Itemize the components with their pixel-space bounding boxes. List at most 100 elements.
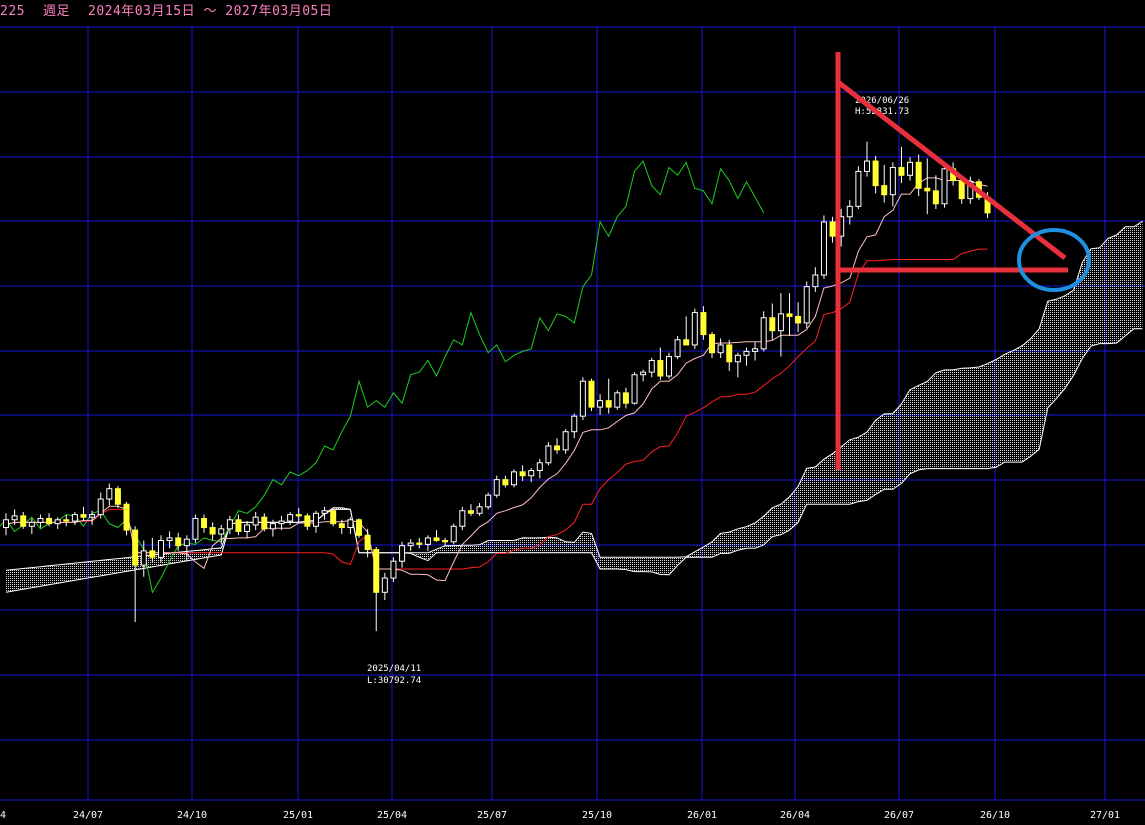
tenkan-line bbox=[5, 177, 988, 582]
candle-up-93 bbox=[803, 286, 810, 324]
candle-down-92 bbox=[795, 315, 802, 324]
x-tick-26/07: 26/07 bbox=[884, 810, 914, 821]
annotation-date: 2026/06/26 bbox=[855, 96, 909, 106]
candle-down-51 bbox=[442, 539, 449, 543]
x-tick-26/04: 26/04 bbox=[780, 810, 810, 821]
x-tick-24/10: 24/10 bbox=[177, 810, 207, 821]
candle-up-4 bbox=[37, 517, 44, 523]
candle-up-62 bbox=[536, 462, 543, 472]
candle-up-56 bbox=[485, 494, 492, 508]
candle-up-61 bbox=[528, 470, 535, 477]
candle-up-25 bbox=[218, 528, 225, 535]
cloud-fill bbox=[6, 221, 1143, 593]
candle-down-14 bbox=[123, 503, 130, 531]
candle-up-77 bbox=[665, 356, 672, 377]
candle-down-104 bbox=[898, 167, 905, 176]
candle-up-18 bbox=[157, 539, 164, 558]
annotation-value: L:30792.74 bbox=[367, 676, 421, 686]
candle-up-1 bbox=[11, 515, 18, 521]
x-tick-27/01: 27/01 bbox=[1090, 810, 1120, 821]
candle-up-22 bbox=[192, 517, 199, 540]
candle-down-68 bbox=[588, 380, 595, 408]
candle-up-83 bbox=[717, 344, 724, 354]
candle-down-17 bbox=[149, 550, 156, 558]
x-tick-26/01: 26/01 bbox=[687, 810, 717, 821]
candle-down-13 bbox=[114, 488, 121, 505]
candle-down-34 bbox=[295, 514, 302, 517]
candle-up-45 bbox=[390, 560, 397, 579]
candle-down-43 bbox=[373, 549, 380, 593]
candle-down-41 bbox=[356, 519, 363, 536]
candle-down-15 bbox=[132, 529, 139, 566]
candle-up-33 bbox=[287, 514, 294, 522]
candle-down-38 bbox=[330, 510, 337, 525]
candle-up-57 bbox=[493, 479, 500, 496]
candle-down-79 bbox=[683, 339, 690, 346]
candle-down-20 bbox=[175, 537, 182, 547]
candle-up-87 bbox=[752, 348, 759, 352]
candle-down-82 bbox=[709, 334, 716, 354]
candle-down-76 bbox=[657, 359, 664, 377]
candle-down-30 bbox=[261, 516, 268, 530]
candle-down-81 bbox=[700, 312, 707, 336]
candle-up-95 bbox=[820, 221, 827, 276]
x-tick-25/01: 25/01 bbox=[283, 810, 313, 821]
candle-up-37 bbox=[321, 510, 328, 514]
x-tick-25/10: 25/10 bbox=[582, 810, 612, 821]
candle-up-59 bbox=[510, 471, 517, 486]
candle-up-40 bbox=[347, 519, 354, 529]
candle-up-63 bbox=[545, 445, 552, 464]
candle-down-58 bbox=[502, 479, 509, 486]
candle-down-70 bbox=[605, 400, 612, 408]
candle-down-102 bbox=[881, 185, 888, 196]
candle-down-5 bbox=[46, 517, 53, 525]
candle-down-111 bbox=[958, 179, 965, 200]
candle-up-67 bbox=[579, 380, 586, 417]
candle-up-0 bbox=[3, 519, 9, 529]
candle-up-28 bbox=[244, 524, 251, 532]
candle-up-85 bbox=[734, 354, 741, 363]
candle-up-49 bbox=[424, 537, 431, 545]
candle-down-7 bbox=[63, 519, 70, 522]
candle-down-64 bbox=[554, 445, 561, 451]
candle-up-11 bbox=[97, 498, 104, 516]
candle-down-48 bbox=[416, 542, 423, 545]
candle-up-94 bbox=[812, 274, 819, 288]
candle-down-91 bbox=[786, 313, 793, 317]
candle-up-10 bbox=[89, 514, 96, 518]
candle-down-39 bbox=[338, 523, 345, 529]
candle-up-71 bbox=[614, 392, 621, 408]
candle-up-53 bbox=[459, 510, 466, 527]
candle-up-55 bbox=[476, 506, 483, 514]
candle-up-26 bbox=[226, 519, 233, 530]
drawings bbox=[835, 52, 1091, 470]
candle-down-84 bbox=[726, 344, 733, 363]
candle-up-46 bbox=[399, 545, 406, 562]
candle-up-47 bbox=[407, 542, 414, 547]
candle-up-32 bbox=[278, 520, 285, 525]
candle-down-108 bbox=[932, 190, 939, 205]
senkou-span-a bbox=[5, 220, 1143, 571]
candle-down-2 bbox=[20, 515, 27, 527]
candle-up-52 bbox=[450, 525, 457, 543]
candles bbox=[3, 141, 991, 632]
x-tick-25/04: 25/04 bbox=[377, 810, 407, 821]
grid bbox=[0, 26, 1145, 801]
candle-down-24 bbox=[209, 527, 216, 535]
candle-up-74 bbox=[640, 371, 647, 376]
candle-up-19 bbox=[166, 537, 173, 541]
candle-up-86 bbox=[743, 350, 750, 356]
candle-up-109 bbox=[941, 168, 948, 205]
senkou-span-b bbox=[5, 328, 1143, 593]
candle-up-98 bbox=[846, 205, 853, 218]
candle-up-12 bbox=[106, 488, 113, 500]
candle-up-103 bbox=[889, 167, 896, 196]
candle-down-101 bbox=[872, 160, 879, 187]
candle-down-54 bbox=[467, 510, 474, 514]
candle-down-42 bbox=[364, 534, 371, 551]
x-tick-24/04: 4 bbox=[0, 810, 6, 821]
candle-down-50 bbox=[433, 537, 440, 541]
candle-down-23 bbox=[201, 517, 208, 529]
candle-down-107 bbox=[924, 187, 931, 192]
annotation-date: 2025/04/11 bbox=[367, 664, 421, 674]
